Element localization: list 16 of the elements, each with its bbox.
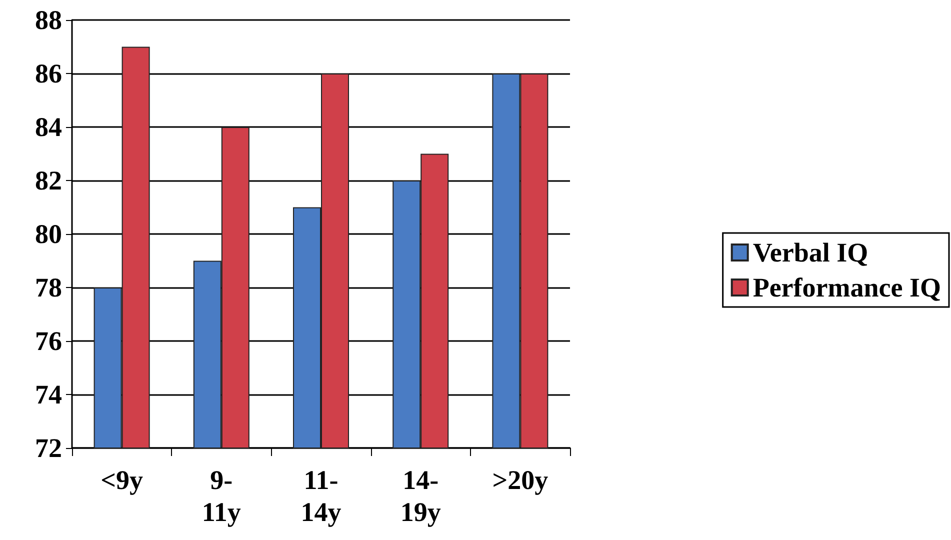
y-tick-label: 78	[35, 272, 62, 302]
x-tick-label: >20y	[492, 465, 549, 495]
x-tick-label: 11-14y	[300, 465, 342, 527]
y-tick-label: 86	[35, 58, 62, 88]
y-tick-label: 80	[35, 219, 62, 249]
y-tick-label: 84	[35, 112, 62, 142]
y-tick-label: 74	[35, 380, 62, 410]
x-tick-label: 14-19y	[400, 465, 442, 527]
y-tick-label: 76	[35, 326, 62, 356]
y-tick-label: 82	[35, 166, 62, 196]
x-tick-label: <9y	[100, 465, 144, 495]
legend-label: Verbal IQ	[752, 238, 868, 268]
y-tick-label: 72	[35, 433, 62, 463]
y-tick-label: 88	[35, 5, 62, 35]
x-tick-label: 9-11y	[202, 465, 242, 527]
legend-label: Performance IQ	[752, 272, 942, 302]
